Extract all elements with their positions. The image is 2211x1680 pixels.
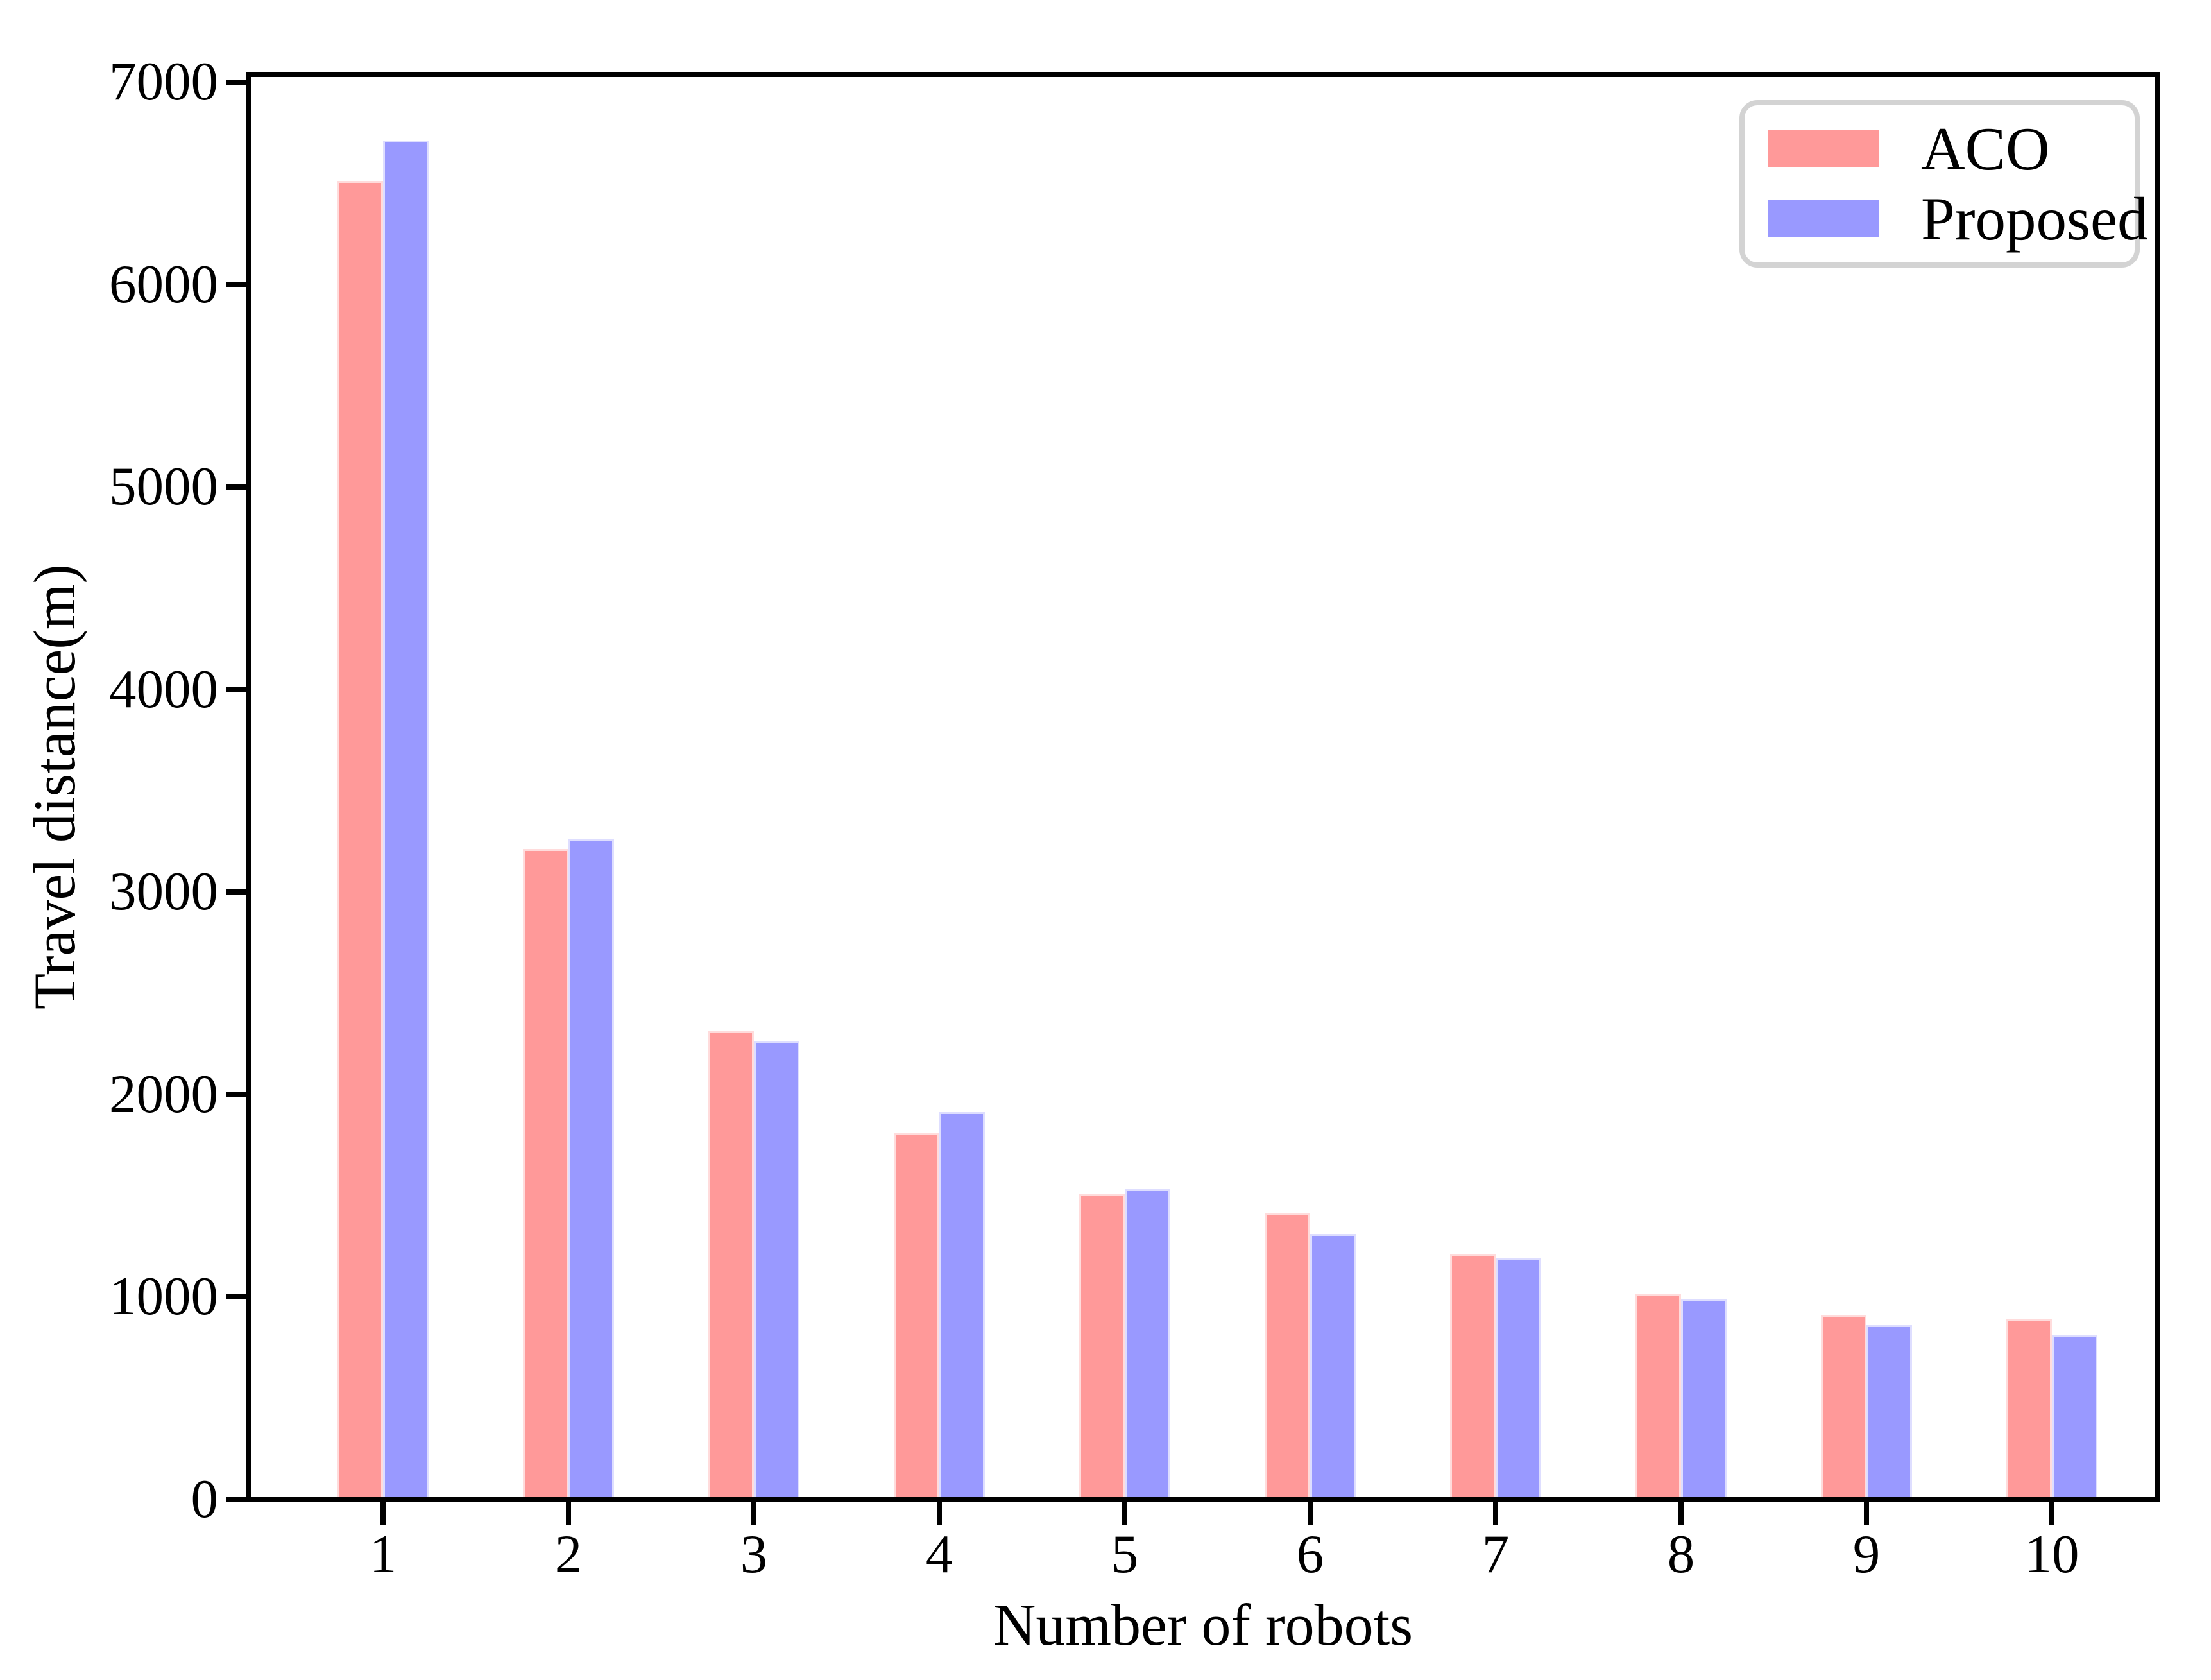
legend-label-aco: ACO <box>1921 115 2050 184</box>
y-tick-0 <box>226 1497 246 1502</box>
legend-row-proposed: Proposed <box>1745 187 2148 251</box>
x-tick-2 <box>566 1502 571 1525</box>
bar-aco-10 <box>2006 1319 2052 1497</box>
y-tick-label-7000: 7000 <box>109 51 218 112</box>
x-tick-label-1: 1 <box>369 1524 397 1584</box>
x-tick-3 <box>751 1502 756 1525</box>
y-tick-label-1000: 1000 <box>109 1266 218 1327</box>
bar-proposed-3 <box>754 1041 799 1497</box>
bar-proposed-2 <box>568 839 614 1497</box>
x-tick-1 <box>380 1502 386 1525</box>
x-tick-label-6: 6 <box>1296 1524 1324 1584</box>
x-axis-title: Number of robots <box>993 1592 1413 1658</box>
x-tick-5 <box>1122 1502 1127 1525</box>
y-tick-label-2000: 2000 <box>109 1063 218 1124</box>
legend-row-aco: ACO <box>1745 117 2135 181</box>
bar-aco-9 <box>1821 1315 1866 1497</box>
bar-proposed-1 <box>383 141 429 1497</box>
legend-label-proposed: Proposed <box>1921 184 2148 253</box>
y-tick-5000 <box>226 484 246 490</box>
bar-proposed-9 <box>1866 1325 1912 1497</box>
x-tick-label-9: 9 <box>1852 1524 1881 1584</box>
x-tick-label-10: 10 <box>2024 1524 2079 1584</box>
y-tick-label-0: 0 <box>191 1469 219 1529</box>
legend-swatch-proposed <box>1768 200 1879 237</box>
y-axis-title: Travel distance(m) <box>22 563 87 1010</box>
y-tick-7000 <box>226 80 246 85</box>
bar-proposed-8 <box>1681 1299 1727 1497</box>
bar-proposed-4 <box>939 1112 985 1497</box>
x-tick-9 <box>1864 1502 1869 1525</box>
x-tick-6 <box>1308 1502 1313 1525</box>
y-tick-3000 <box>226 889 246 895</box>
x-tick-label-5: 5 <box>1111 1524 1139 1584</box>
legend: ACO Proposed <box>1739 100 2148 268</box>
y-tick-6000 <box>226 282 246 287</box>
bar-aco-1 <box>337 181 383 1497</box>
legend-swatch-aco <box>1768 130 1879 168</box>
y-tick-label-6000: 6000 <box>109 253 218 314</box>
bar-aco-2 <box>523 849 568 1497</box>
bar-proposed-5 <box>1125 1189 1170 1497</box>
y-tick-2000 <box>226 1092 246 1097</box>
x-tick-label-7: 7 <box>1481 1524 1510 1584</box>
x-tick-label-2: 2 <box>554 1524 583 1584</box>
bar-proposed-6 <box>1310 1234 1356 1497</box>
x-tick-7 <box>1493 1502 1498 1525</box>
bar-proposed-10 <box>2052 1335 2097 1497</box>
x-tick-label-8: 8 <box>1667 1524 1695 1584</box>
bar-aco-4 <box>894 1133 939 1497</box>
x-tick-10 <box>2049 1502 2054 1525</box>
y-tick-label-3000: 3000 <box>109 861 218 922</box>
bar-aco-7 <box>1450 1254 1496 1497</box>
x-tick-label-4: 4 <box>925 1524 953 1584</box>
y-tick-label-5000: 5000 <box>109 456 218 517</box>
bar-aco-5 <box>1079 1194 1125 1497</box>
bar-aco-8 <box>1635 1294 1681 1497</box>
y-tick-4000 <box>226 687 246 692</box>
y-tick-1000 <box>226 1294 246 1300</box>
x-tick-4 <box>937 1502 942 1525</box>
bar-aco-3 <box>708 1031 754 1497</box>
y-tick-label-4000: 4000 <box>109 658 218 719</box>
x-tick-8 <box>1678 1502 1684 1525</box>
bar-aco-6 <box>1265 1213 1310 1497</box>
bar-proposed-7 <box>1496 1258 1541 1497</box>
x-tick-label-3: 3 <box>740 1524 768 1584</box>
